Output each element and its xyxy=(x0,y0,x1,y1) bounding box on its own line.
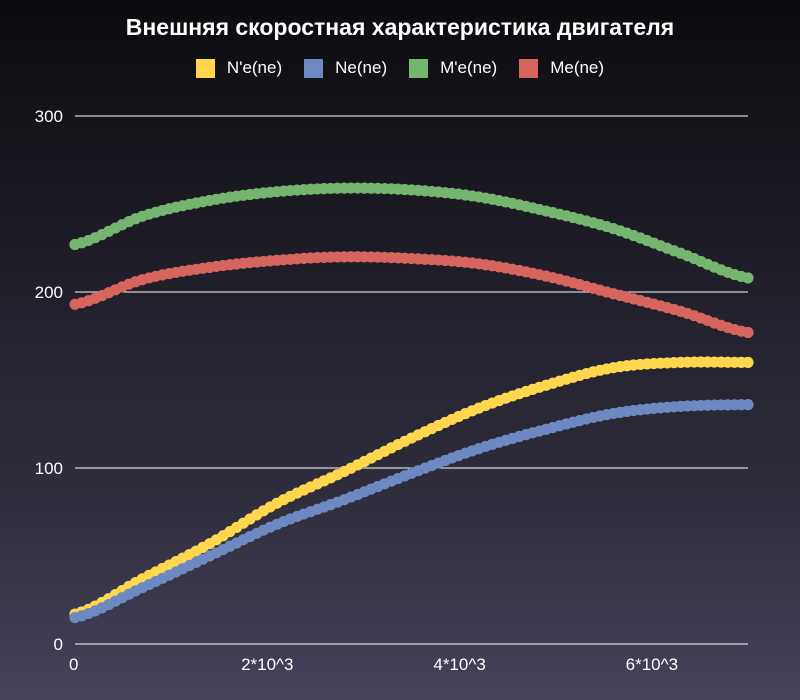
legend-label: Me(ne) xyxy=(550,58,605,77)
data-point-series-0 xyxy=(742,356,754,368)
legend-item-0: N'e(ne) xyxy=(195,58,283,78)
legend-swatch xyxy=(195,58,215,78)
data-point-series-1 xyxy=(742,399,754,411)
data-point-series-2 xyxy=(742,272,754,284)
legend-item-2: M'e(ne) xyxy=(409,58,497,78)
legend: N'e(ne) Ne(ne) M'e(ne) Me(ne) xyxy=(0,58,800,78)
y-tick-label: 0 xyxy=(54,635,63,654)
legend-label: M'e(ne) xyxy=(440,58,498,77)
legend-item-1: Ne(ne) xyxy=(304,58,387,78)
legend-label: N'e(ne) xyxy=(226,58,283,77)
legend-item-3: Me(ne) xyxy=(519,58,604,78)
y-tick-label: 200 xyxy=(35,283,63,302)
y-tick-label: 300 xyxy=(35,107,63,126)
legend-swatch xyxy=(304,58,324,78)
chart-title: Внешняя скоростная характеристика двигат… xyxy=(125,14,675,40)
x-tick-label: 4*10^3 xyxy=(433,655,485,674)
x-tick-label: 0 xyxy=(69,655,78,674)
x-tick-label: 2*10^3 xyxy=(241,655,293,674)
legend-swatch xyxy=(409,58,429,78)
legend-label: Ne(ne) xyxy=(335,58,388,77)
y-tick-label: 100 xyxy=(35,459,63,478)
data-point-series-3 xyxy=(742,326,754,339)
x-tick-label: 6*10^3 xyxy=(626,655,678,674)
legend-swatch xyxy=(519,58,539,78)
